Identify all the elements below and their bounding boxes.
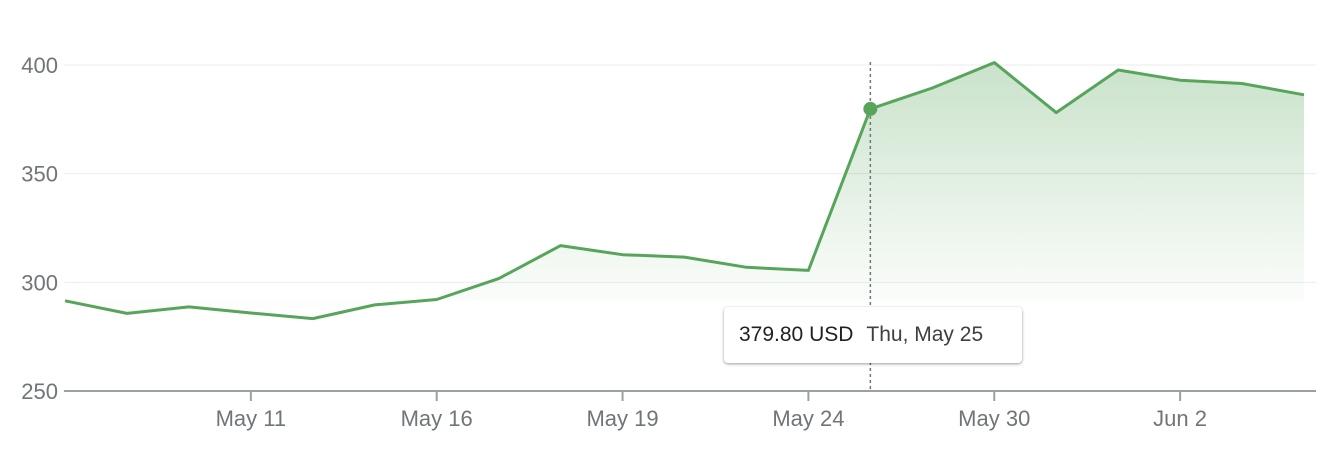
y-tick-label: 350 xyxy=(21,162,58,187)
x-axis-ticks: May 11 May 16 May 19 May 24 May 30 Jun 2 xyxy=(216,391,1207,431)
y-axis-labels: 400 350 300 250 xyxy=(21,53,58,404)
x-tick-label: Jun 2 xyxy=(1153,406,1207,431)
y-tick-label: 300 xyxy=(21,270,58,295)
y-tick-label: 250 xyxy=(21,379,58,404)
hover-point xyxy=(863,101,878,116)
tooltip-price: 379.80 USD xyxy=(739,323,854,346)
price-area-fill xyxy=(65,62,1304,319)
x-tick-label: May 16 xyxy=(401,406,473,431)
x-tick-label: May 24 xyxy=(772,406,844,431)
price-tooltip: 379.80 USD Thu, May 25 xyxy=(724,307,1022,363)
y-tick-label: 400 xyxy=(21,53,58,78)
x-tick-label: May 30 xyxy=(958,406,1030,431)
tooltip-date: Thu, May 25 xyxy=(866,323,984,346)
x-tick-label: May 19 xyxy=(586,406,658,431)
price-line xyxy=(64,61,1305,321)
x-tick-label: May 11 xyxy=(216,406,287,431)
